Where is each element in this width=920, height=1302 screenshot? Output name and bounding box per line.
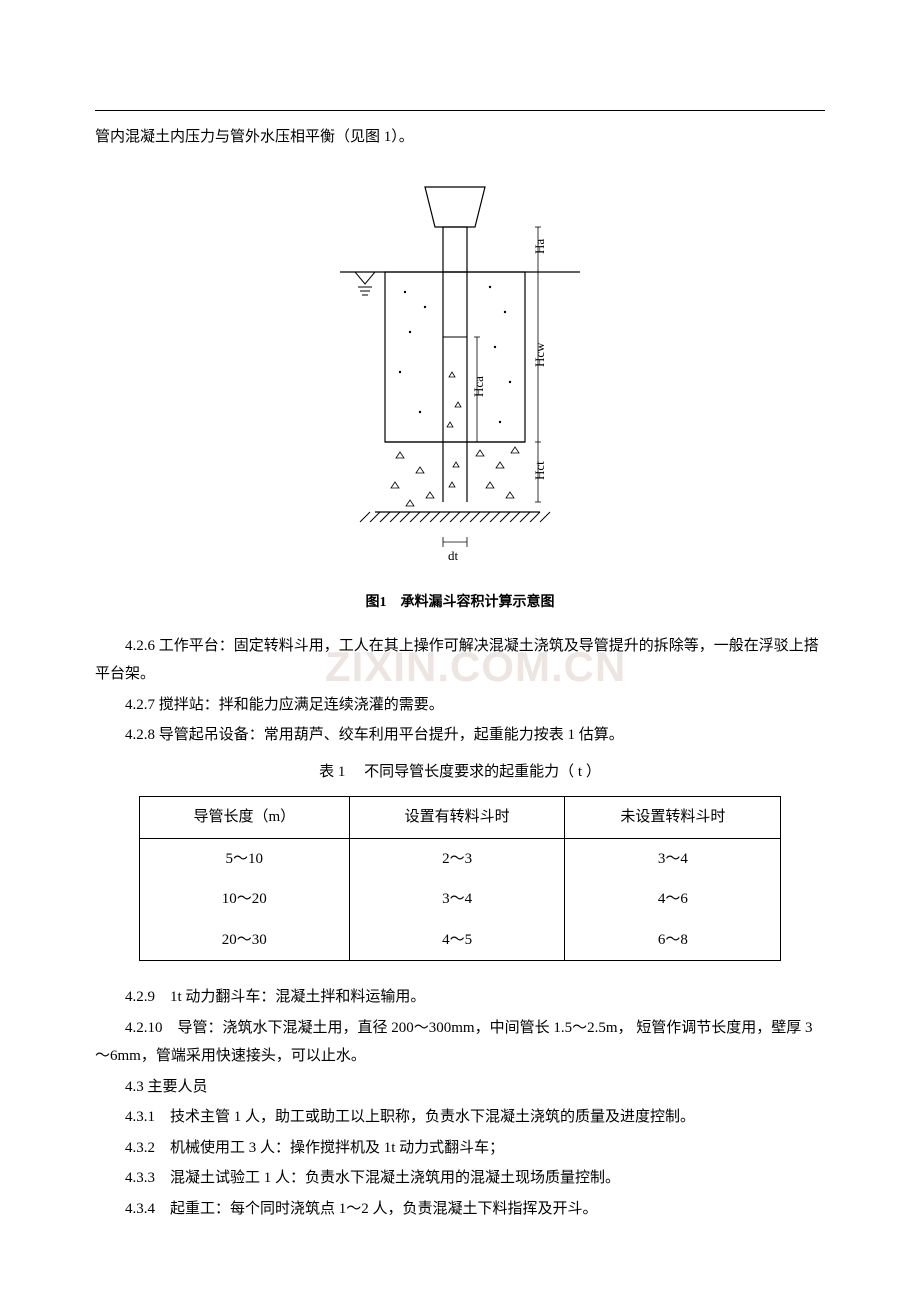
para-4-2-6: 4.2.6 工作平台：固定转料斗用，工人在其上操作可解决混凝土浇筑及导管提升的拆… <box>95 632 825 689</box>
label-dt: dt <box>448 548 459 563</box>
para-4-3-1: 4.3.1 技术主管 1 人，助工或助工以上职称，负责水下混凝土浇筑的质量及进度… <box>95 1103 825 1132</box>
table-row: 10～20 3～4 4～6 <box>139 879 780 920</box>
para-4-2-9: 4.2.9 1t 动力翻斗车：混凝土拌和料运输用。 <box>95 983 825 1012</box>
para-4-3-4: 4.3.4 起重工：每个同时浇筑点 1～2 人，负责混凝土下料指挥及开斗。 <box>95 1195 825 1224</box>
table-row: 20～30 4～5 6～8 <box>139 920 780 961</box>
para-4-3-2: 4.3.2 机械使用工 3 人：操作搅拌机及 1t 动力式翻斗车； <box>95 1134 825 1163</box>
lifting-capacity-table: 导管长度（m） 设置有转料斗时 未设置转料斗时 5～10 2～3 3～4 10～… <box>139 796 781 961</box>
para-4-3: 4.3 主要人员 <box>95 1073 825 1102</box>
table-cell: 10～20 <box>139 879 349 920</box>
table-cell: 4～6 <box>565 879 781 920</box>
label-hcw: Hcw <box>532 341 547 366</box>
figure-caption: 图1 承料漏斗容积计算示意图 <box>95 590 825 617</box>
para-4-2-7: 4.2.7 搅拌站：拌和能力应满足连续浇灌的需要。 <box>95 691 825 720</box>
table-row: 5～10 2～3 3～4 <box>139 838 780 879</box>
intro-text: 管内混凝土内压力与管外水压相平衡（见图 1）。 <box>95 123 825 152</box>
para-4-2-10: 4.2.10 导管：浇筑水下混凝土用，直径 200～300mm，中间管长 1.5… <box>95 1014 825 1071</box>
table-cell: 2～3 <box>349 838 565 879</box>
label-hct: Hct <box>532 460 547 479</box>
table-cell: 3～4 <box>565 838 781 879</box>
table-header: 未设置转料斗时 <box>565 797 781 839</box>
top-border <box>95 110 825 111</box>
table-cell: 5～10 <box>139 838 349 879</box>
table-header: 设置有转料斗时 <box>349 797 565 839</box>
table-caption: 表 1 不同导管长度要求的起重能力（ t ） <box>95 758 825 787</box>
funnel-diagram: Ha Hcw Hca Hct dt <box>280 172 640 572</box>
para-4-3-3: 4.3.3 混凝土试验工 1 人：负责水下混凝土浇筑用的混凝土现场质量控制。 <box>95 1164 825 1193</box>
table-cell: 4～5 <box>349 920 565 961</box>
table-header: 导管长度（m） <box>139 797 349 839</box>
diagram-container: Ha Hcw Hca Hct dt <box>95 172 825 583</box>
label-hca: Hca <box>471 375 486 396</box>
table-cell: 20～30 <box>139 920 349 961</box>
table-cell: 3～4 <box>349 879 565 920</box>
table-cell: 6～8 <box>565 920 781 961</box>
para-4-2-8: 4.2.8 导管起吊设备：常用葫芦、绞车利用平台提升，起重能力按表 1 估算。 <box>95 721 825 750</box>
label-ha: Ha <box>532 238 547 253</box>
